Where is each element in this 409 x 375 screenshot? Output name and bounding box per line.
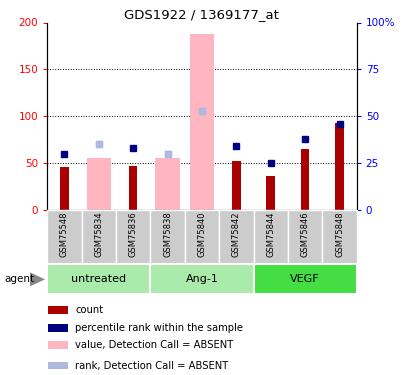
Bar: [48, 306, 68, 314]
Bar: [48, 362, 68, 369]
Bar: [116, 210, 150, 264]
Text: GSM75548: GSM75548: [60, 211, 69, 257]
Bar: [335, 123, 343, 210]
Text: percentile rank within the sample: percentile rank within the sample: [75, 323, 243, 333]
Text: untreated: untreated: [71, 274, 126, 284]
Text: GSM75844: GSM75844: [265, 211, 274, 257]
Bar: [231, 161, 240, 210]
Bar: [60, 167, 68, 210]
Bar: [184, 210, 218, 264]
Text: GSM75840: GSM75840: [197, 211, 206, 257]
Text: Ang-1: Ang-1: [185, 274, 218, 284]
Bar: [300, 149, 309, 210]
Bar: [128, 166, 137, 210]
Bar: [47, 210, 81, 264]
Bar: [253, 210, 287, 264]
Bar: [150, 264, 253, 294]
Bar: [287, 210, 321, 264]
Text: rank, Detection Call = ABSENT: rank, Detection Call = ABSENT: [75, 360, 228, 370]
Bar: [150, 210, 184, 264]
Bar: [155, 158, 179, 210]
Text: VEGF: VEGF: [290, 274, 319, 284]
Text: GSM75836: GSM75836: [128, 211, 137, 257]
Text: GSM75834: GSM75834: [94, 211, 103, 257]
Text: GSM75848: GSM75848: [334, 211, 343, 257]
Bar: [266, 176, 274, 210]
Text: GSM75838: GSM75838: [163, 211, 172, 257]
Bar: [253, 264, 356, 294]
Bar: [47, 264, 150, 294]
Text: count: count: [75, 305, 103, 315]
Bar: [86, 158, 110, 210]
Polygon shape: [29, 272, 45, 286]
Bar: [321, 210, 356, 264]
Title: GDS1922 / 1369177_at: GDS1922 / 1369177_at: [124, 8, 279, 21]
Text: GSM75846: GSM75846: [300, 211, 309, 257]
Bar: [218, 210, 253, 264]
Text: GSM75842: GSM75842: [231, 211, 240, 257]
Bar: [48, 341, 68, 349]
Bar: [81, 210, 116, 264]
Bar: [48, 324, 68, 332]
Text: agent: agent: [4, 274, 34, 284]
Text: value, Detection Call = ABSENT: value, Detection Call = ABSENT: [75, 340, 233, 350]
Bar: [189, 34, 213, 210]
